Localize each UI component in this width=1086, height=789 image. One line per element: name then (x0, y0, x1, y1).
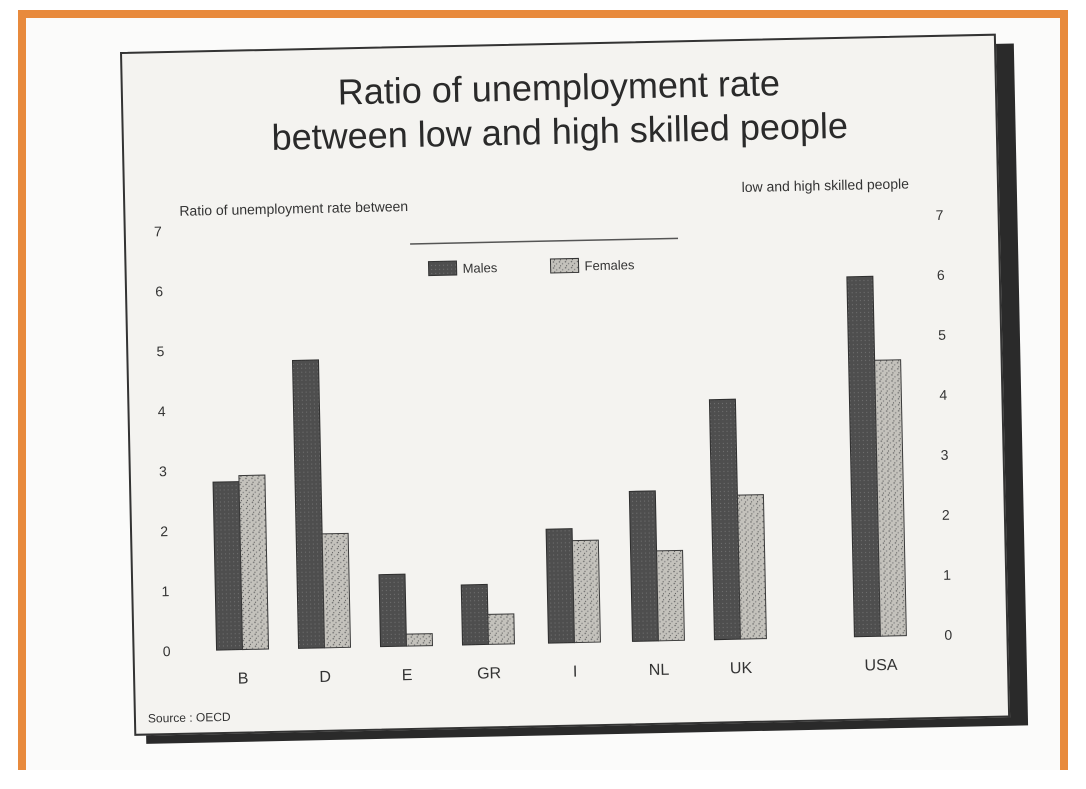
x-axis: B D E GR I NL UK USA (238, 657, 898, 688)
bar-males-gr (460, 583, 489, 646)
legend: Males Females (410, 237, 679, 277)
bars (212, 275, 907, 651)
bar-males-e (378, 573, 408, 648)
y-tick-left: 3 (159, 463, 167, 479)
bar-females-nl (656, 549, 685, 642)
bar-males-uk (708, 398, 741, 641)
x-tick-label: E (402, 667, 413, 684)
legend-swatch-males (427, 260, 458, 277)
bar-males-nl (628, 490, 659, 642)
y-tick-left: 6 (155, 283, 163, 299)
x-tick-label: B (238, 670, 249, 687)
bar-females-i (571, 539, 601, 644)
y-tick-left: 0 (163, 643, 171, 659)
bar-chart: Males Females 0 1 2 3 4 5 6 7 0 1 2 3 4 5 6 7 B D E GR I NL U… (154, 207, 953, 688)
y-tick-right: 6 (937, 267, 945, 283)
y-axis-right: 0 1 2 3 4 5 6 7 (935, 207, 952, 643)
bar-males-b (212, 481, 244, 651)
bar-females-b (238, 474, 270, 651)
bar-females-uk (736, 494, 767, 640)
y-tick-right: 2 (942, 507, 950, 523)
y-axis-left: 0 1 2 3 4 5 6 7 (154, 223, 171, 659)
y-tick-left: 1 (161, 583, 169, 599)
y-tick-right: 0 (944, 627, 952, 643)
source-note: Source : OECD (147, 709, 231, 726)
legend-swatch-females (549, 257, 580, 274)
x-tick-label: NL (649, 662, 670, 679)
x-tick-label: GR (477, 665, 501, 682)
y-tick-left: 2 (160, 523, 168, 539)
bar-females-e (405, 633, 434, 647)
bar-females-gr (487, 613, 515, 645)
y-tick-left: 4 (158, 403, 166, 419)
legend-label-males: Males (462, 260, 497, 276)
legend-rule (410, 237, 679, 245)
legend-label-females: Females (584, 257, 635, 273)
y-tick-right: 7 (935, 207, 943, 223)
bar-females-usa (874, 359, 907, 637)
bar-males-d (291, 359, 326, 649)
bar-males-i (545, 528, 575, 644)
y-tick-right: 5 (938, 327, 946, 343)
y-tick-left: 7 (154, 223, 162, 239)
x-tick-label: UK (730, 660, 753, 677)
y-tick-right: 1 (943, 567, 951, 583)
bar-females-d (321, 532, 352, 649)
x-tick-label: I (573, 664, 578, 681)
y-tick-right: 3 (940, 447, 948, 463)
x-tick-label: USA (864, 657, 898, 675)
y-tick-left: 5 (156, 343, 164, 359)
chart-paper: Ratio of unemployment rate between low a… (120, 33, 1011, 736)
y-tick-right: 4 (939, 387, 947, 403)
x-tick-label: D (319, 669, 331, 686)
bar-males-usa (846, 275, 881, 638)
